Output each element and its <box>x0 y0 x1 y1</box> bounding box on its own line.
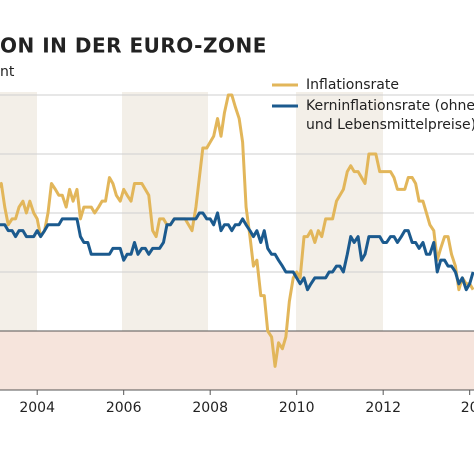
x-tick-label: 20 <box>461 400 474 416</box>
chart-title: ON IN DER EURO-ZONE <box>0 34 267 58</box>
x-tick-label: 2008 <box>192 400 228 416</box>
negative-area <box>0 330 474 390</box>
x-tick-label: 2012 <box>365 400 401 416</box>
legend-label: Kerninflationsrate (ohne <box>306 98 474 114</box>
legend-label: Inflationsrate <box>306 77 399 93</box>
x-tick-label: 2006 <box>106 400 142 416</box>
chart-subtitle: nt <box>0 64 15 80</box>
legend: Inflationsrate Kerninflationsrate (ohne un… <box>272 77 474 133</box>
x-tick-label: 2004 <box>19 400 55 416</box>
series-line <box>0 93 474 368</box>
x-tick-label: 2010 <box>279 400 315 416</box>
series-line <box>0 211 474 292</box>
legend-label: und Lebensmittelpreise) <box>306 117 474 133</box>
